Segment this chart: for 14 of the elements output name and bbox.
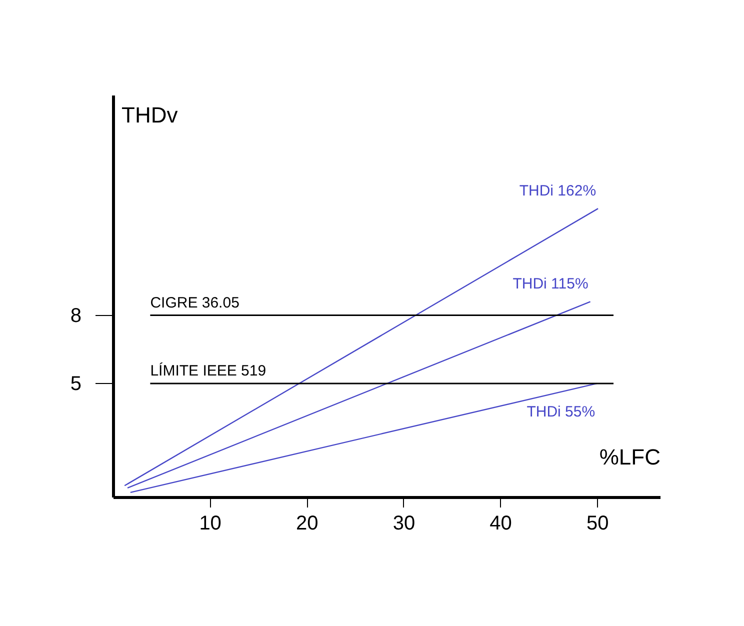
y-axis-title: THDv [122, 102, 178, 128]
series-label: THDi 115% [512, 276, 588, 293]
ref-line-label: LÍMITE IEEE 519 [150, 361, 266, 380]
x-axis-title: %LFC [599, 444, 661, 470]
x-tick-label: 40 [490, 512, 512, 534]
series-label: THDi 55% [526, 403, 596, 420]
y-tick-label: 8 [70, 304, 82, 327]
x-tick-label: 30 [392, 512, 416, 534]
series-label: THDi 162% [519, 182, 596, 200]
y-tick-label: 5 [70, 372, 82, 395]
ref-line-label: CIGRE 36.05 [150, 294, 240, 312]
x-tick-label: 10 [199, 512, 222, 534]
x-tick-label: 50 [586, 512, 609, 534]
x-tick-label: 20 [296, 512, 318, 534]
